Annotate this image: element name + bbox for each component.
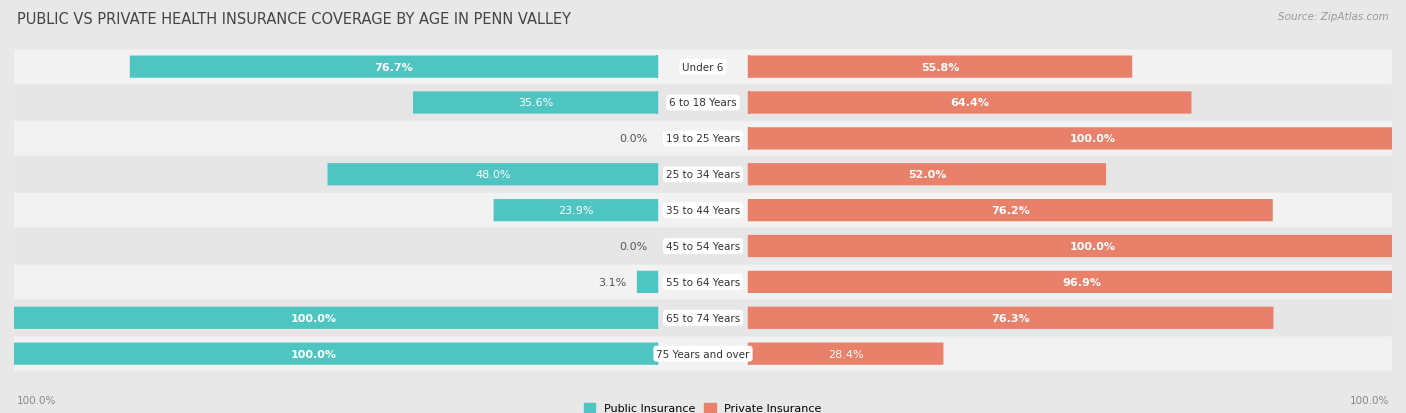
Text: 64.4%: 64.4%: [950, 98, 988, 108]
Bar: [657, 56, 658, 78]
Bar: [657, 92, 658, 114]
Bar: [748, 199, 749, 222]
FancyBboxPatch shape: [129, 56, 658, 78]
FancyBboxPatch shape: [748, 199, 1272, 222]
FancyBboxPatch shape: [14, 337, 1392, 371]
Text: 76.7%: 76.7%: [374, 62, 413, 72]
Text: 55 to 64 Years: 55 to 64 Years: [666, 277, 740, 287]
FancyBboxPatch shape: [14, 50, 1392, 85]
FancyBboxPatch shape: [14, 158, 1392, 192]
Text: 76.3%: 76.3%: [991, 313, 1031, 323]
Bar: [657, 164, 658, 186]
FancyBboxPatch shape: [748, 271, 1406, 293]
Bar: [657, 307, 658, 329]
Legend: Public Insurance, Private Insurance: Public Insurance, Private Insurance: [579, 399, 827, 413]
Text: 96.9%: 96.9%: [1062, 277, 1101, 287]
Text: 0.0%: 0.0%: [620, 134, 648, 144]
FancyBboxPatch shape: [748, 343, 943, 365]
FancyBboxPatch shape: [0, 307, 658, 329]
Text: 55.8%: 55.8%: [921, 62, 959, 72]
Text: 19 to 25 Years: 19 to 25 Years: [666, 134, 740, 144]
FancyBboxPatch shape: [14, 86, 1392, 121]
Text: 25 to 34 Years: 25 to 34 Years: [666, 170, 740, 180]
Text: PUBLIC VS PRIVATE HEALTH INSURANCE COVERAGE BY AGE IN PENN VALLEY: PUBLIC VS PRIVATE HEALTH INSURANCE COVER…: [17, 12, 571, 27]
Bar: [657, 271, 658, 293]
Text: 3.1%: 3.1%: [599, 277, 627, 287]
FancyBboxPatch shape: [637, 271, 658, 293]
Text: 100.0%: 100.0%: [1069, 242, 1115, 252]
Text: 75 Years and over: 75 Years and over: [657, 349, 749, 359]
Text: 48.0%: 48.0%: [475, 170, 510, 180]
Text: 52.0%: 52.0%: [908, 170, 946, 180]
Text: 76.2%: 76.2%: [991, 206, 1029, 216]
Bar: [748, 343, 749, 365]
Text: 65 to 74 Years: 65 to 74 Years: [666, 313, 740, 323]
Bar: [657, 343, 658, 365]
Bar: [748, 128, 749, 150]
Bar: [657, 199, 658, 222]
Text: Source: ZipAtlas.com: Source: ZipAtlas.com: [1278, 12, 1389, 22]
Text: 100.0%: 100.0%: [291, 313, 337, 323]
Bar: [748, 56, 749, 78]
FancyBboxPatch shape: [14, 265, 1392, 299]
FancyBboxPatch shape: [494, 199, 658, 222]
FancyBboxPatch shape: [14, 193, 1392, 228]
Bar: [748, 164, 749, 186]
FancyBboxPatch shape: [14, 229, 1392, 263]
FancyBboxPatch shape: [748, 164, 1107, 186]
Text: 100.0%: 100.0%: [1350, 395, 1389, 405]
FancyBboxPatch shape: [748, 235, 1406, 258]
FancyBboxPatch shape: [413, 92, 658, 114]
Text: 0.0%: 0.0%: [620, 242, 648, 252]
Bar: [748, 92, 749, 114]
Text: 100.0%: 100.0%: [17, 395, 56, 405]
FancyBboxPatch shape: [748, 128, 1406, 150]
FancyBboxPatch shape: [14, 122, 1392, 156]
FancyBboxPatch shape: [748, 92, 1191, 114]
Text: Under 6: Under 6: [682, 62, 724, 72]
Text: 35 to 44 Years: 35 to 44 Years: [666, 206, 740, 216]
FancyBboxPatch shape: [748, 56, 1132, 78]
FancyBboxPatch shape: [328, 164, 658, 186]
FancyBboxPatch shape: [0, 343, 658, 365]
Text: 23.9%: 23.9%: [558, 206, 593, 216]
Text: 6 to 18 Years: 6 to 18 Years: [669, 98, 737, 108]
Text: 35.6%: 35.6%: [517, 98, 553, 108]
Bar: [748, 235, 749, 258]
FancyBboxPatch shape: [748, 307, 1274, 329]
Text: 28.4%: 28.4%: [828, 349, 863, 359]
Text: 100.0%: 100.0%: [1069, 134, 1115, 144]
FancyBboxPatch shape: [14, 301, 1392, 335]
Text: 100.0%: 100.0%: [291, 349, 337, 359]
Bar: [748, 307, 749, 329]
Text: 45 to 54 Years: 45 to 54 Years: [666, 242, 740, 252]
Bar: [748, 271, 749, 293]
